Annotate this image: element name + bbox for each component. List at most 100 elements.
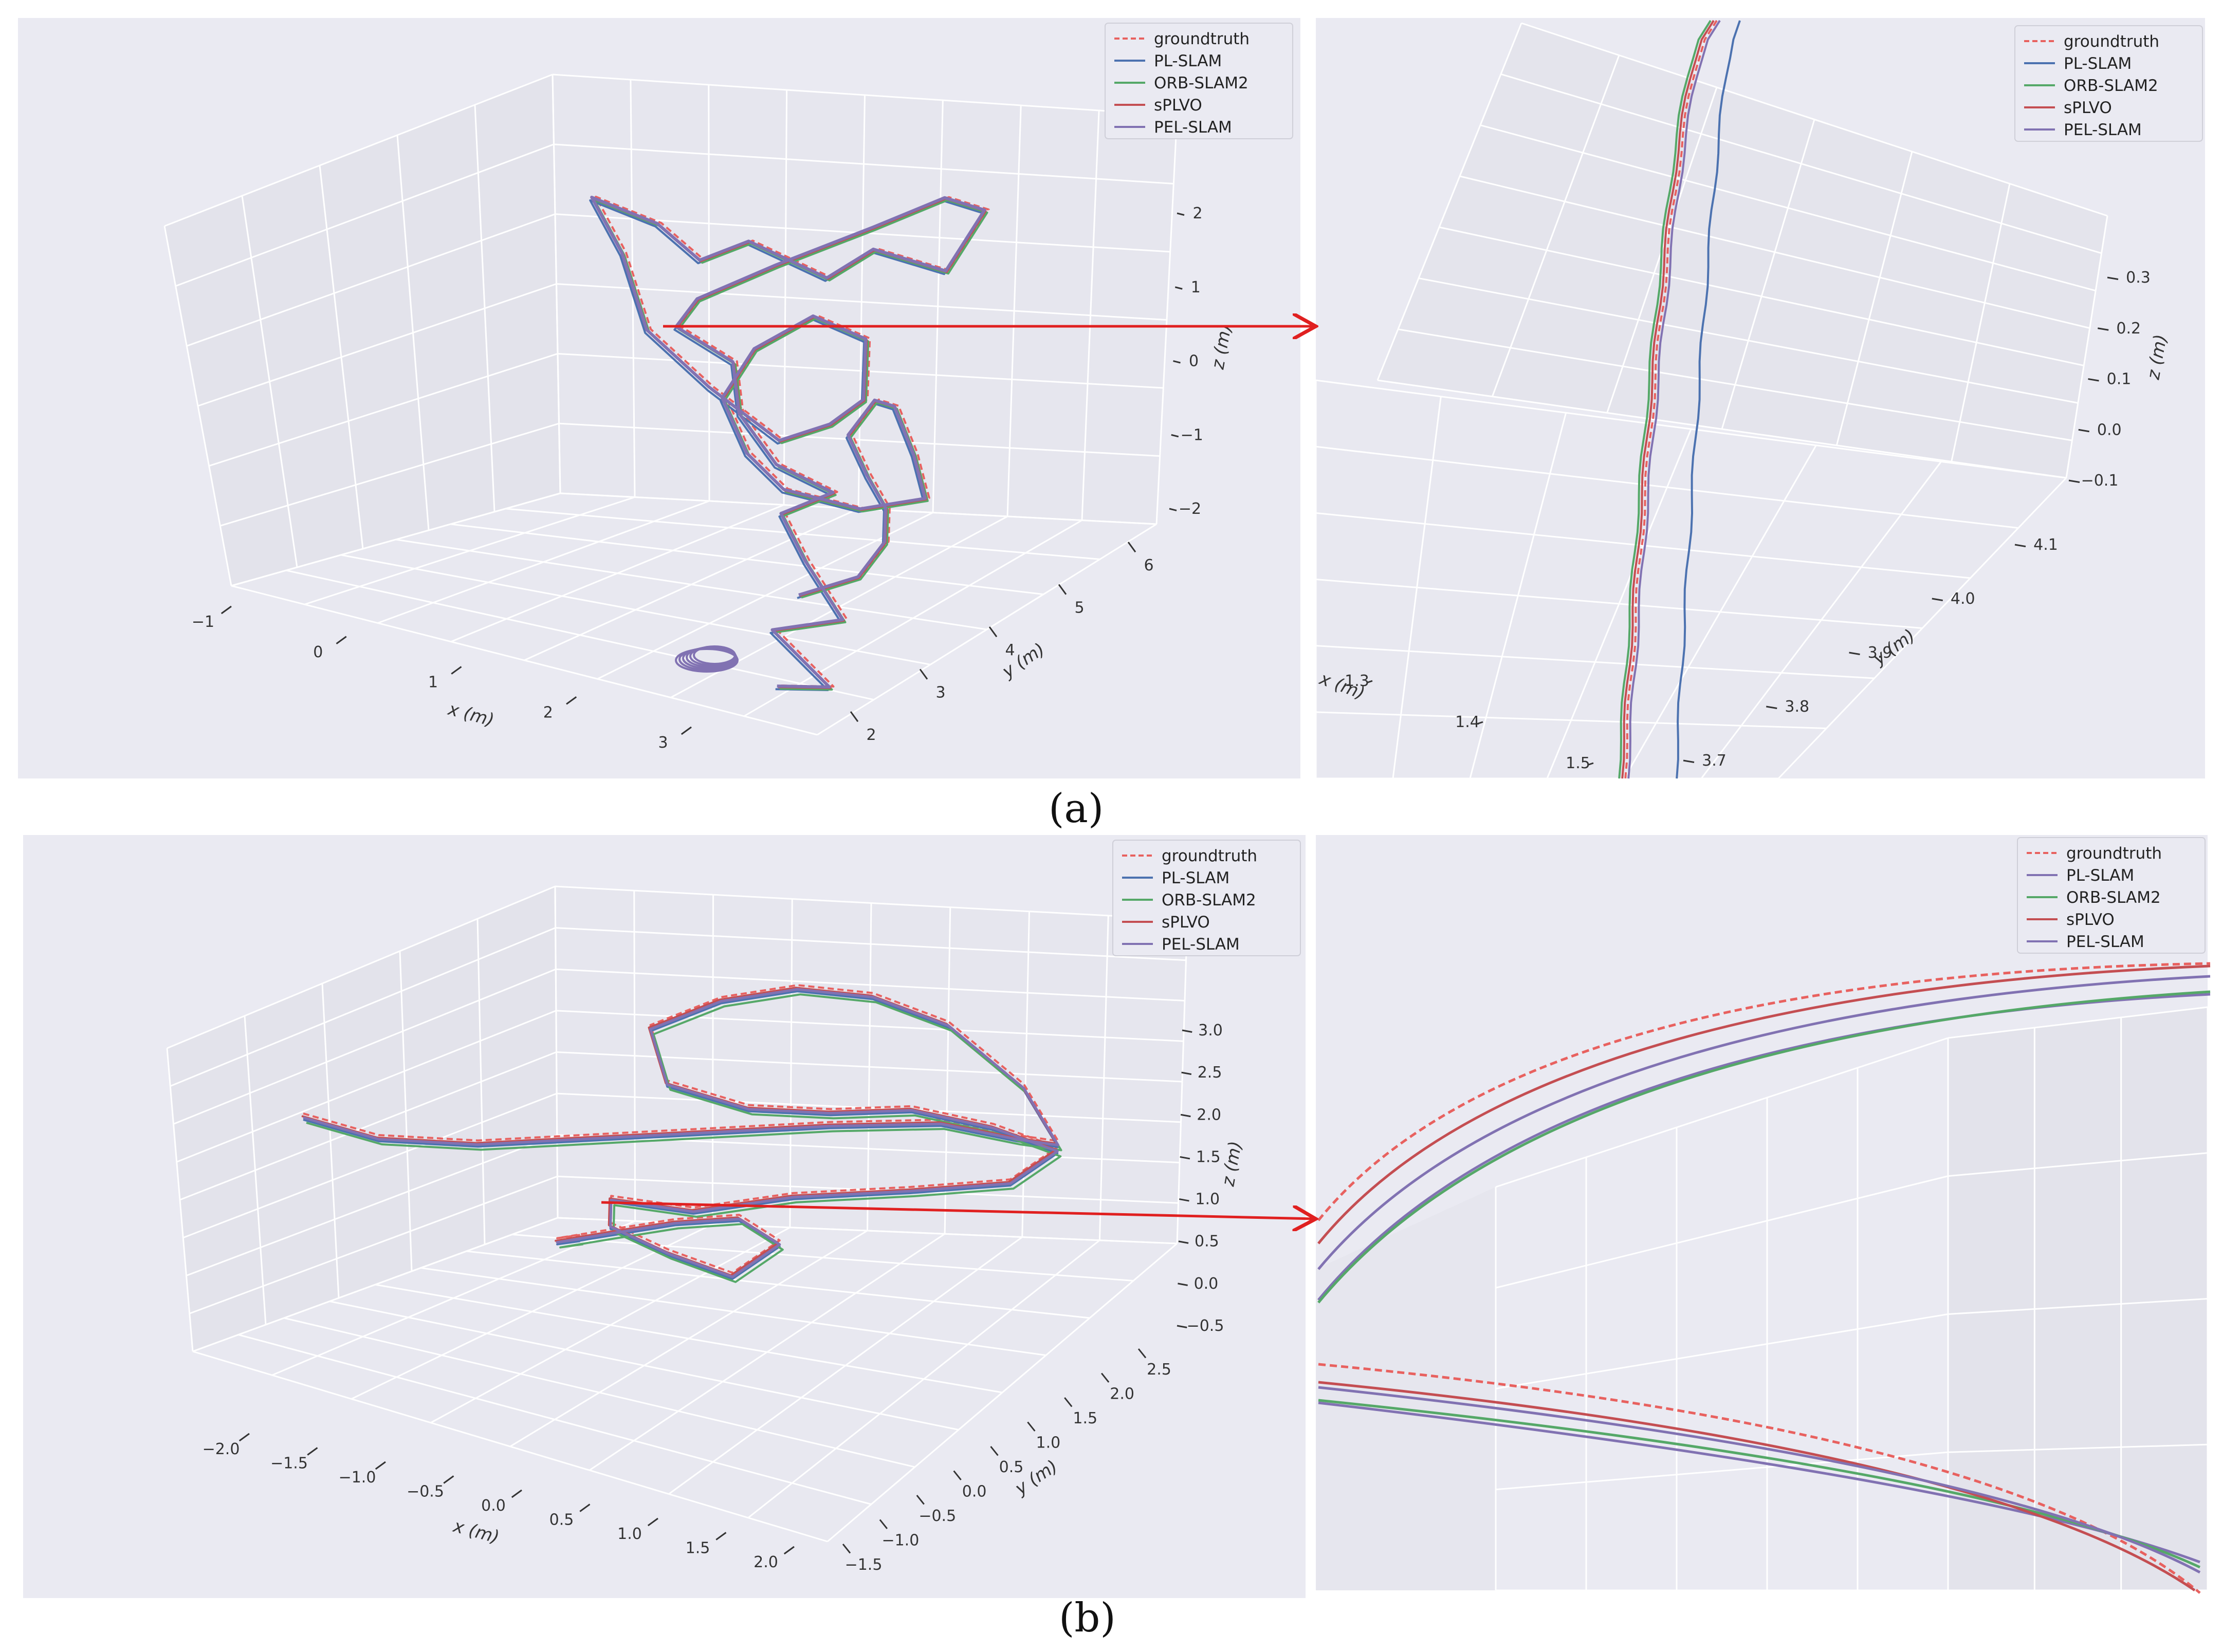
legend-label-splvo: sPLVO — [1154, 96, 1202, 115]
x-axis-tick-mark — [443, 1475, 454, 1484]
trajectory-groundtruth — [303, 984, 1059, 1274]
grid-line — [192, 1217, 558, 1352]
z-axis-tick-label: 3.0 — [1198, 1022, 1223, 1040]
z-axis-tick-mark — [1174, 286, 1183, 290]
grid-line — [430, 1227, 791, 1424]
grid-line — [179, 1051, 557, 1201]
back-wall — [1316, 1187, 1496, 1590]
y-axis-tick-label: 3.9 — [1868, 644, 1893, 662]
grid-line — [176, 1010, 557, 1163]
z-axis-tick-label: 0.1 — [2107, 370, 2132, 388]
legend-label-pel-slam: PEL-SLAM — [2064, 121, 2142, 139]
z-axis-tick-mark — [1181, 1071, 1192, 1075]
trajectory-groundtruth — [1624, 20, 1718, 779]
y-axis-tick-label: 3.7 — [1702, 752, 1727, 770]
grid-line — [1835, 151, 1913, 446]
z-axis-tick-mark — [2107, 276, 2119, 280]
grid-line — [351, 1223, 713, 1400]
grid-line — [1495, 1313, 1949, 1389]
grid-line — [209, 352, 558, 467]
grid-line — [1315, 645, 1875, 679]
y-axis-tick-mark — [1058, 584, 1067, 595]
grid-line — [1376, 23, 1522, 381]
grid-line — [559, 422, 1160, 457]
trajectory-orb-slam2-upper — [1317, 990, 2211, 1304]
x-axis-tick-mark — [1477, 721, 1483, 725]
x-axis-tick-mark — [451, 666, 462, 675]
grid-line — [219, 422, 559, 527]
x-axis-tick-label: 0.5 — [549, 1511, 574, 1529]
z-axis-tick-mark — [1182, 1029, 1192, 1033]
x-axis-tick-mark — [307, 1447, 318, 1456]
grid-line — [1951, 183, 2011, 462]
grid-line — [474, 104, 495, 512]
grid-line — [509, 1230, 868, 1447]
back-wall — [167, 886, 558, 1351]
legend-box — [2014, 25, 2203, 142]
x-axis-tick-label: 1.4 — [1455, 713, 1480, 731]
trajectory-pl-slam — [303, 990, 1059, 1280]
x-axis-tick-label: −2.0 — [203, 1440, 240, 1458]
grid-line — [668, 1236, 1023, 1495]
grid-line — [1315, 379, 2067, 479]
x-axis-tick-label: −1 — [192, 613, 214, 631]
x-axis-tick-mark — [238, 1433, 250, 1442]
z-axis-tick-mark — [1173, 360, 1181, 364]
y-axis-tick-label: 5 — [1074, 599, 1084, 617]
z-axis-tick-label: −0.1 — [2081, 472, 2119, 490]
grid-line — [556, 283, 1167, 321]
y-axis-tick-mark — [1100, 1372, 1110, 1383]
legend-label-groundtruth: groundtruth — [2066, 844, 2162, 863]
x-axis-tick-label: 1.0 — [617, 1525, 642, 1543]
z-axis-tick-label: 1.5 — [1196, 1148, 1221, 1166]
trajectory-orb-slam2 — [306, 993, 1062, 1283]
z-axis-tick-label: 0.0 — [2097, 421, 2122, 439]
y-axis-tick-mark — [1027, 1421, 1036, 1432]
z-axis-tick-mark — [1169, 508, 1177, 511]
legend-label-groundtruth: groundtruth — [1154, 30, 1250, 48]
grid-line — [164, 73, 553, 227]
grid-line — [189, 1175, 558, 1314]
trajectory-splvo-upper — [1317, 964, 2211, 1245]
legend-label-pl-slam: PL-SLAM — [1154, 52, 1222, 70]
grid-line — [321, 983, 340, 1298]
y-axis-tick-label: 3.8 — [1785, 698, 1809, 716]
z-axis-tick-label: −0.5 — [1187, 1317, 1224, 1335]
z-axis-tick-mark — [1178, 1283, 1188, 1286]
legend-label-pel-slam: PEL-SLAM — [2066, 933, 2144, 951]
z-axis-tick-label: 1 — [1191, 279, 1201, 296]
grid-line — [817, 523, 1157, 736]
grid-line — [1315, 512, 1971, 579]
grid-line — [319, 165, 364, 549]
z-axis-tick-mark — [2098, 327, 2109, 331]
trajectory-group — [589, 195, 990, 691]
grid-line — [555, 885, 1188, 921]
y-axis-tick-mark — [842, 1544, 851, 1554]
y-axis-tick-mark — [879, 1519, 888, 1529]
x-axis-tick-label: −0.5 — [407, 1483, 444, 1501]
x-axis-tick-label: 2 — [543, 703, 553, 721]
y-axis-tick-mark — [2014, 544, 2026, 547]
grid-line — [166, 1048, 194, 1352]
legend-label-groundtruth: groundtruth — [2064, 32, 2159, 51]
trajectory-orb-slam2 — [1618, 20, 1712, 779]
legend-label-pel-slam: PEL-SLAM — [1162, 935, 1240, 954]
trajectory-groundtruth-upper — [1317, 962, 2211, 1221]
z-axis-tick-label: 0.3 — [2126, 269, 2151, 287]
grid-line — [231, 492, 561, 587]
legend: groundtruth PL-SLAM ORB-SLAM2 sPLVO PEL-SLAM — [1105, 23, 1293, 139]
x-axis-tick-mark — [336, 636, 347, 644]
grid-line — [747, 1239, 1100, 1518]
legend-box — [1112, 840, 1301, 956]
x-axis-tick-label: 1.5 — [686, 1539, 710, 1557]
grid-line — [399, 951, 413, 1272]
chart-b-zoom: groundtruth PL-SLAM ORB-SLAM2 sPLVO PEL-SLAM — [1316, 835, 2211, 1594]
y-axis-tick-label: −0.5 — [919, 1507, 956, 1525]
x-axis-tick-mark — [1367, 680, 1373, 683]
trajectory-pl-slam — [589, 199, 984, 691]
grid-line — [175, 143, 555, 287]
z-axis-tick-mark — [1171, 434, 1179, 438]
y-axis-tick-label: 0.0 — [962, 1483, 987, 1501]
x-axis-tick-label: −1.5 — [270, 1455, 308, 1473]
